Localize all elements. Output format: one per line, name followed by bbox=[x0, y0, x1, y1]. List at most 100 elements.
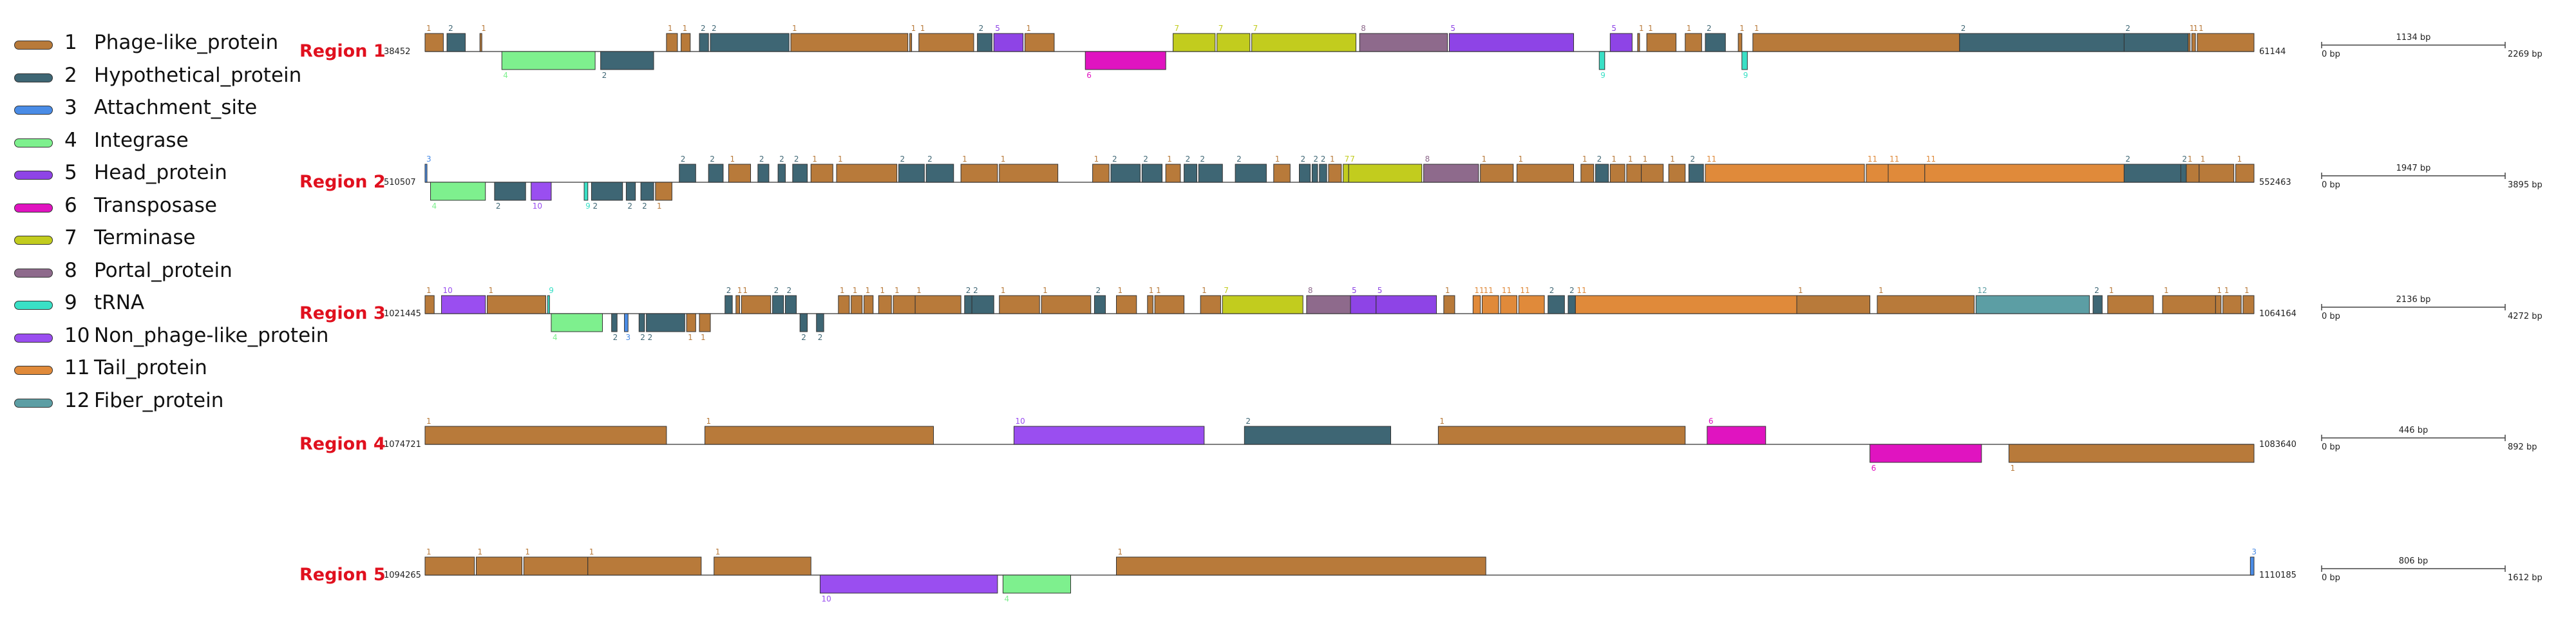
gene-type-number: 2 bbox=[592, 202, 598, 211]
gene-type-number: 2 bbox=[774, 286, 779, 295]
gene-block bbox=[611, 313, 618, 332]
gene-block bbox=[757, 164, 770, 183]
scale-bar-value: 1947 bp bbox=[2396, 164, 2431, 173]
gene-type-number: 2 bbox=[648, 333, 653, 342]
gene-type-number: 1 bbox=[1518, 155, 1523, 164]
gene-block bbox=[816, 313, 824, 332]
gene-type-number: 2 bbox=[979, 24, 984, 33]
gene-block bbox=[898, 164, 925, 183]
gene-type-number: 7 bbox=[1175, 24, 1180, 33]
gene-type-number: 11 bbox=[1520, 286, 1530, 295]
gene-type-number: 1 bbox=[2217, 286, 2222, 295]
gene-type-number: 1 bbox=[840, 286, 845, 295]
gene-block bbox=[646, 313, 685, 332]
gene-block bbox=[1482, 295, 1499, 314]
gene-type-number: 1 bbox=[1639, 24, 1644, 33]
gene-block bbox=[624, 313, 629, 332]
gene-type-number: 4 bbox=[432, 202, 437, 211]
gene-block bbox=[1888, 164, 1926, 183]
gene-block bbox=[1200, 295, 1221, 314]
gene-block bbox=[999, 295, 1040, 314]
gene-type-number: 2 bbox=[1597, 155, 1602, 164]
gene-type-number: 1 bbox=[1879, 286, 1884, 295]
gene-type-number: 10 bbox=[533, 202, 542, 211]
legend-label: Fiber_protein bbox=[94, 388, 224, 412]
gene-type-number: 2 bbox=[794, 155, 799, 164]
gene-type-number: 1 bbox=[2237, 155, 2242, 164]
gene-type-number: 1 bbox=[1582, 155, 1587, 164]
gene-block bbox=[686, 313, 696, 332]
gene-block bbox=[964, 295, 972, 314]
gene-type-number: 1 bbox=[668, 24, 673, 33]
region-start-coordinate: 38452 bbox=[384, 47, 410, 57]
gene-block bbox=[1705, 33, 1726, 52]
gene-type-number: 1 bbox=[481, 24, 486, 33]
gene-block bbox=[1273, 164, 1291, 183]
gene-type-number: 1 bbox=[792, 24, 797, 33]
gene-block bbox=[1328, 164, 1342, 183]
gene-block bbox=[1738, 33, 1743, 52]
gene-block bbox=[1217, 33, 1251, 52]
gene-block bbox=[2235, 164, 2255, 183]
gene-type-number: 2 bbox=[602, 71, 607, 80]
gene-type-number: 2 bbox=[818, 333, 823, 342]
gene-block bbox=[1448, 33, 1575, 52]
gene-block bbox=[838, 295, 850, 314]
scale-bar-min: 0 bp bbox=[2322, 312, 2340, 321]
gene-type-number: 2 bbox=[1143, 155, 1148, 164]
gene-block bbox=[681, 33, 691, 52]
gene-block bbox=[424, 426, 667, 445]
gene-block bbox=[735, 295, 740, 314]
gene-block bbox=[547, 295, 550, 314]
legend-label: Hypothetical_protein bbox=[94, 63, 302, 87]
gene-type-number: 1 bbox=[730, 155, 735, 164]
gene-block bbox=[424, 33, 444, 52]
gene-block bbox=[724, 295, 733, 314]
legend-number: 6 bbox=[64, 193, 77, 217]
gene-type-number: 6 bbox=[1086, 71, 1092, 80]
region-end-coordinate: 61144 bbox=[2259, 47, 2286, 57]
region-label: Region 3 bbox=[299, 303, 386, 323]
gene-type-number: 2 bbox=[786, 286, 791, 295]
gene-block bbox=[1251, 33, 1357, 52]
gene-type-number: 3 bbox=[2251, 547, 2257, 556]
region-start-coordinate: 1094265 bbox=[384, 571, 421, 580]
gene-block bbox=[728, 164, 752, 183]
gene-type-number: 2 bbox=[496, 202, 501, 211]
gene-block bbox=[640, 182, 654, 201]
gene-block bbox=[430, 182, 486, 201]
gene-block bbox=[914, 295, 961, 314]
gene-type-number: 1 bbox=[1118, 547, 1123, 556]
gene-type-number: 1 bbox=[2164, 286, 2169, 295]
gene-type-number: 1 bbox=[426, 24, 431, 33]
gene-type-number: 1 bbox=[683, 24, 688, 33]
gene-block bbox=[1306, 295, 1351, 314]
gene-type-number: 11 bbox=[1926, 155, 1936, 164]
gene-block bbox=[587, 556, 702, 576]
gene-block bbox=[993, 33, 1024, 52]
gene-block bbox=[2199, 164, 2235, 183]
gene-block bbox=[2191, 33, 2196, 52]
gene-block bbox=[441, 295, 486, 314]
gene-block bbox=[446, 33, 466, 52]
scale-bar-max: 4272 bp bbox=[2508, 312, 2543, 321]
region-start-coordinate: 1021445 bbox=[384, 309, 421, 319]
gene-block bbox=[1147, 295, 1153, 314]
gene-type-number: 1 bbox=[2244, 286, 2249, 295]
gene-block bbox=[810, 164, 833, 183]
gene-type-number: 10 bbox=[443, 286, 453, 295]
gene-type-number: 2 bbox=[1301, 155, 1306, 164]
gene-block bbox=[1707, 426, 1766, 445]
gene-type-number: 2 bbox=[1549, 286, 1555, 295]
gene-type-number: 4 bbox=[553, 333, 558, 342]
gene-type-number: 2 bbox=[726, 286, 732, 295]
gene-block bbox=[1173, 33, 1216, 52]
gene-type-number: 1 bbox=[911, 24, 916, 33]
region-end-coordinate: 1083640 bbox=[2259, 440, 2297, 450]
gene-type-number: 1 bbox=[1754, 24, 1759, 33]
scale-bar-min: 0 bp bbox=[2322, 180, 2340, 190]
gene-block bbox=[960, 164, 998, 183]
gene-type-number: 1 bbox=[853, 286, 858, 295]
gene-type-number: 2 bbox=[1707, 24, 1712, 33]
gene-block bbox=[741, 295, 772, 314]
